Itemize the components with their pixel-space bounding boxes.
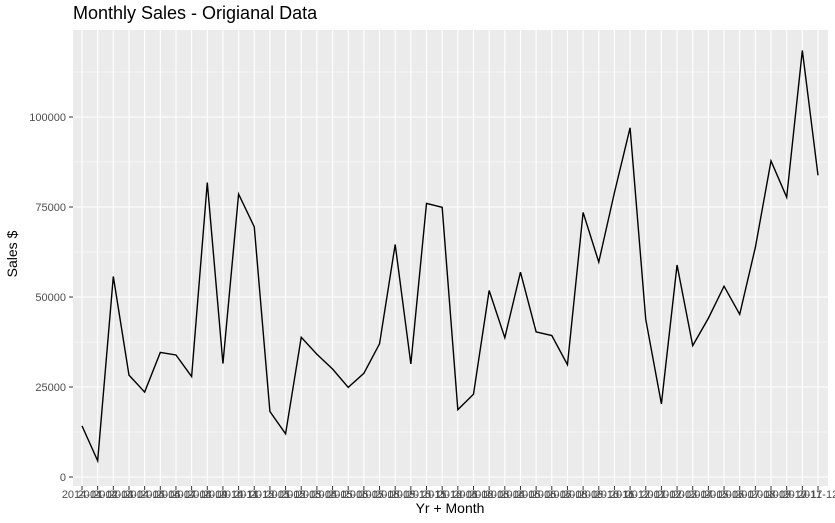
x-tick-label: 2014-08 xyxy=(171,489,211,501)
x-tick-label: 2016-04 xyxy=(485,489,525,501)
x-tick-label: 2017-07 xyxy=(720,489,760,501)
x-tick-label: 2015-07 xyxy=(344,489,384,501)
x-tick-label: 2016-11 xyxy=(595,489,635,501)
x-tick-label: 2014-04 xyxy=(109,489,149,501)
x-tick-label: 2017-09 xyxy=(751,489,791,501)
x-tick-label: 2015-08 xyxy=(359,489,399,501)
x-tick-label: 2017-11 xyxy=(783,489,823,501)
x-tick-label: 2017-10 xyxy=(766,489,806,501)
x-tick-label: 2017-08 xyxy=(735,489,775,501)
x-tick-label: 2014-03 xyxy=(93,489,133,501)
x-tick-label: 2014-07 xyxy=(156,489,196,501)
y-tick-label: 50000 xyxy=(35,292,66,304)
x-tick-label: 2015-05 xyxy=(312,489,352,501)
x-axis-title: Yr + Month xyxy=(416,500,485,516)
y-tick-label: 100000 xyxy=(29,112,66,124)
y-axis-title: Sales $ xyxy=(4,230,20,277)
x-tick-label: 2016-01 xyxy=(438,489,478,501)
x-tick-label: 2017-01 xyxy=(626,489,666,501)
x-tick-label: 2017-02 xyxy=(641,489,681,501)
y-tick-label: 75000 xyxy=(35,202,66,214)
x-tick-label: 2014-05 xyxy=(124,489,164,501)
x-tick-label: 2015-06 xyxy=(328,489,368,501)
y-axis-ticks: 0 25000 50000 75000 100000 xyxy=(29,112,73,484)
x-tick-label: 2014-01 xyxy=(62,489,102,501)
x-axis-ticks: 2014-012014-022014-032014-042014-052014-… xyxy=(62,486,835,501)
x-tick-label: 2015-03 xyxy=(281,489,321,501)
x-tick-label: 2016-03 xyxy=(469,489,509,501)
sales-series-line xyxy=(81,50,819,464)
x-tick-label: 2015-01 xyxy=(250,489,290,501)
x-tick-label: 2017-12 xyxy=(798,489,835,501)
x-tick-label: 2015-11 xyxy=(407,489,447,501)
x-tick-label: 2014-06 xyxy=(140,489,180,501)
y-tick-label: 25000 xyxy=(35,382,66,394)
x-tick-label: 2017-05 xyxy=(688,489,728,501)
x-tick-label: 2015-04 xyxy=(297,489,337,501)
x-tick-label: 2015-12 xyxy=(422,489,462,501)
x-tick-label: 2016-08 xyxy=(547,489,587,501)
x-tick-label: 2016-10 xyxy=(579,489,619,501)
x-tick-label: 2016-05 xyxy=(500,489,540,501)
minor-gridlines xyxy=(73,71,828,433)
x-tick-label: 2017-06 xyxy=(704,489,744,501)
plot-panel xyxy=(73,30,828,486)
x-tick-label: 2016-02 xyxy=(453,489,493,501)
x-tick-label: 2014-09 xyxy=(187,489,227,501)
chart-title: Monthly Sales - Origianal Data xyxy=(73,3,318,23)
x-tick-label: 2017-04 xyxy=(673,489,713,501)
y-tick-label: 0 xyxy=(60,472,66,484)
x-tick-label: 2016-06 xyxy=(516,489,556,501)
x-tick-label: 2014-12 xyxy=(234,489,274,501)
x-tick-label: 2016-09 xyxy=(563,489,603,501)
x-tick-label: 2015-10 xyxy=(391,489,431,501)
x-tick-label: 2016-12 xyxy=(610,489,650,501)
x-tick-label: 2016-07 xyxy=(532,489,572,501)
x-tick-label: 2014-02 xyxy=(77,489,117,501)
x-tick-label: 2015-09 xyxy=(375,489,415,501)
x-tick-label: 2015-02 xyxy=(265,489,305,501)
x-tick-label: 2017-03 xyxy=(657,489,697,501)
x-tick-label: 2014-10 xyxy=(203,489,243,501)
x-tick-label: 2014-11 xyxy=(219,489,259,501)
sales-data-points xyxy=(81,50,819,461)
